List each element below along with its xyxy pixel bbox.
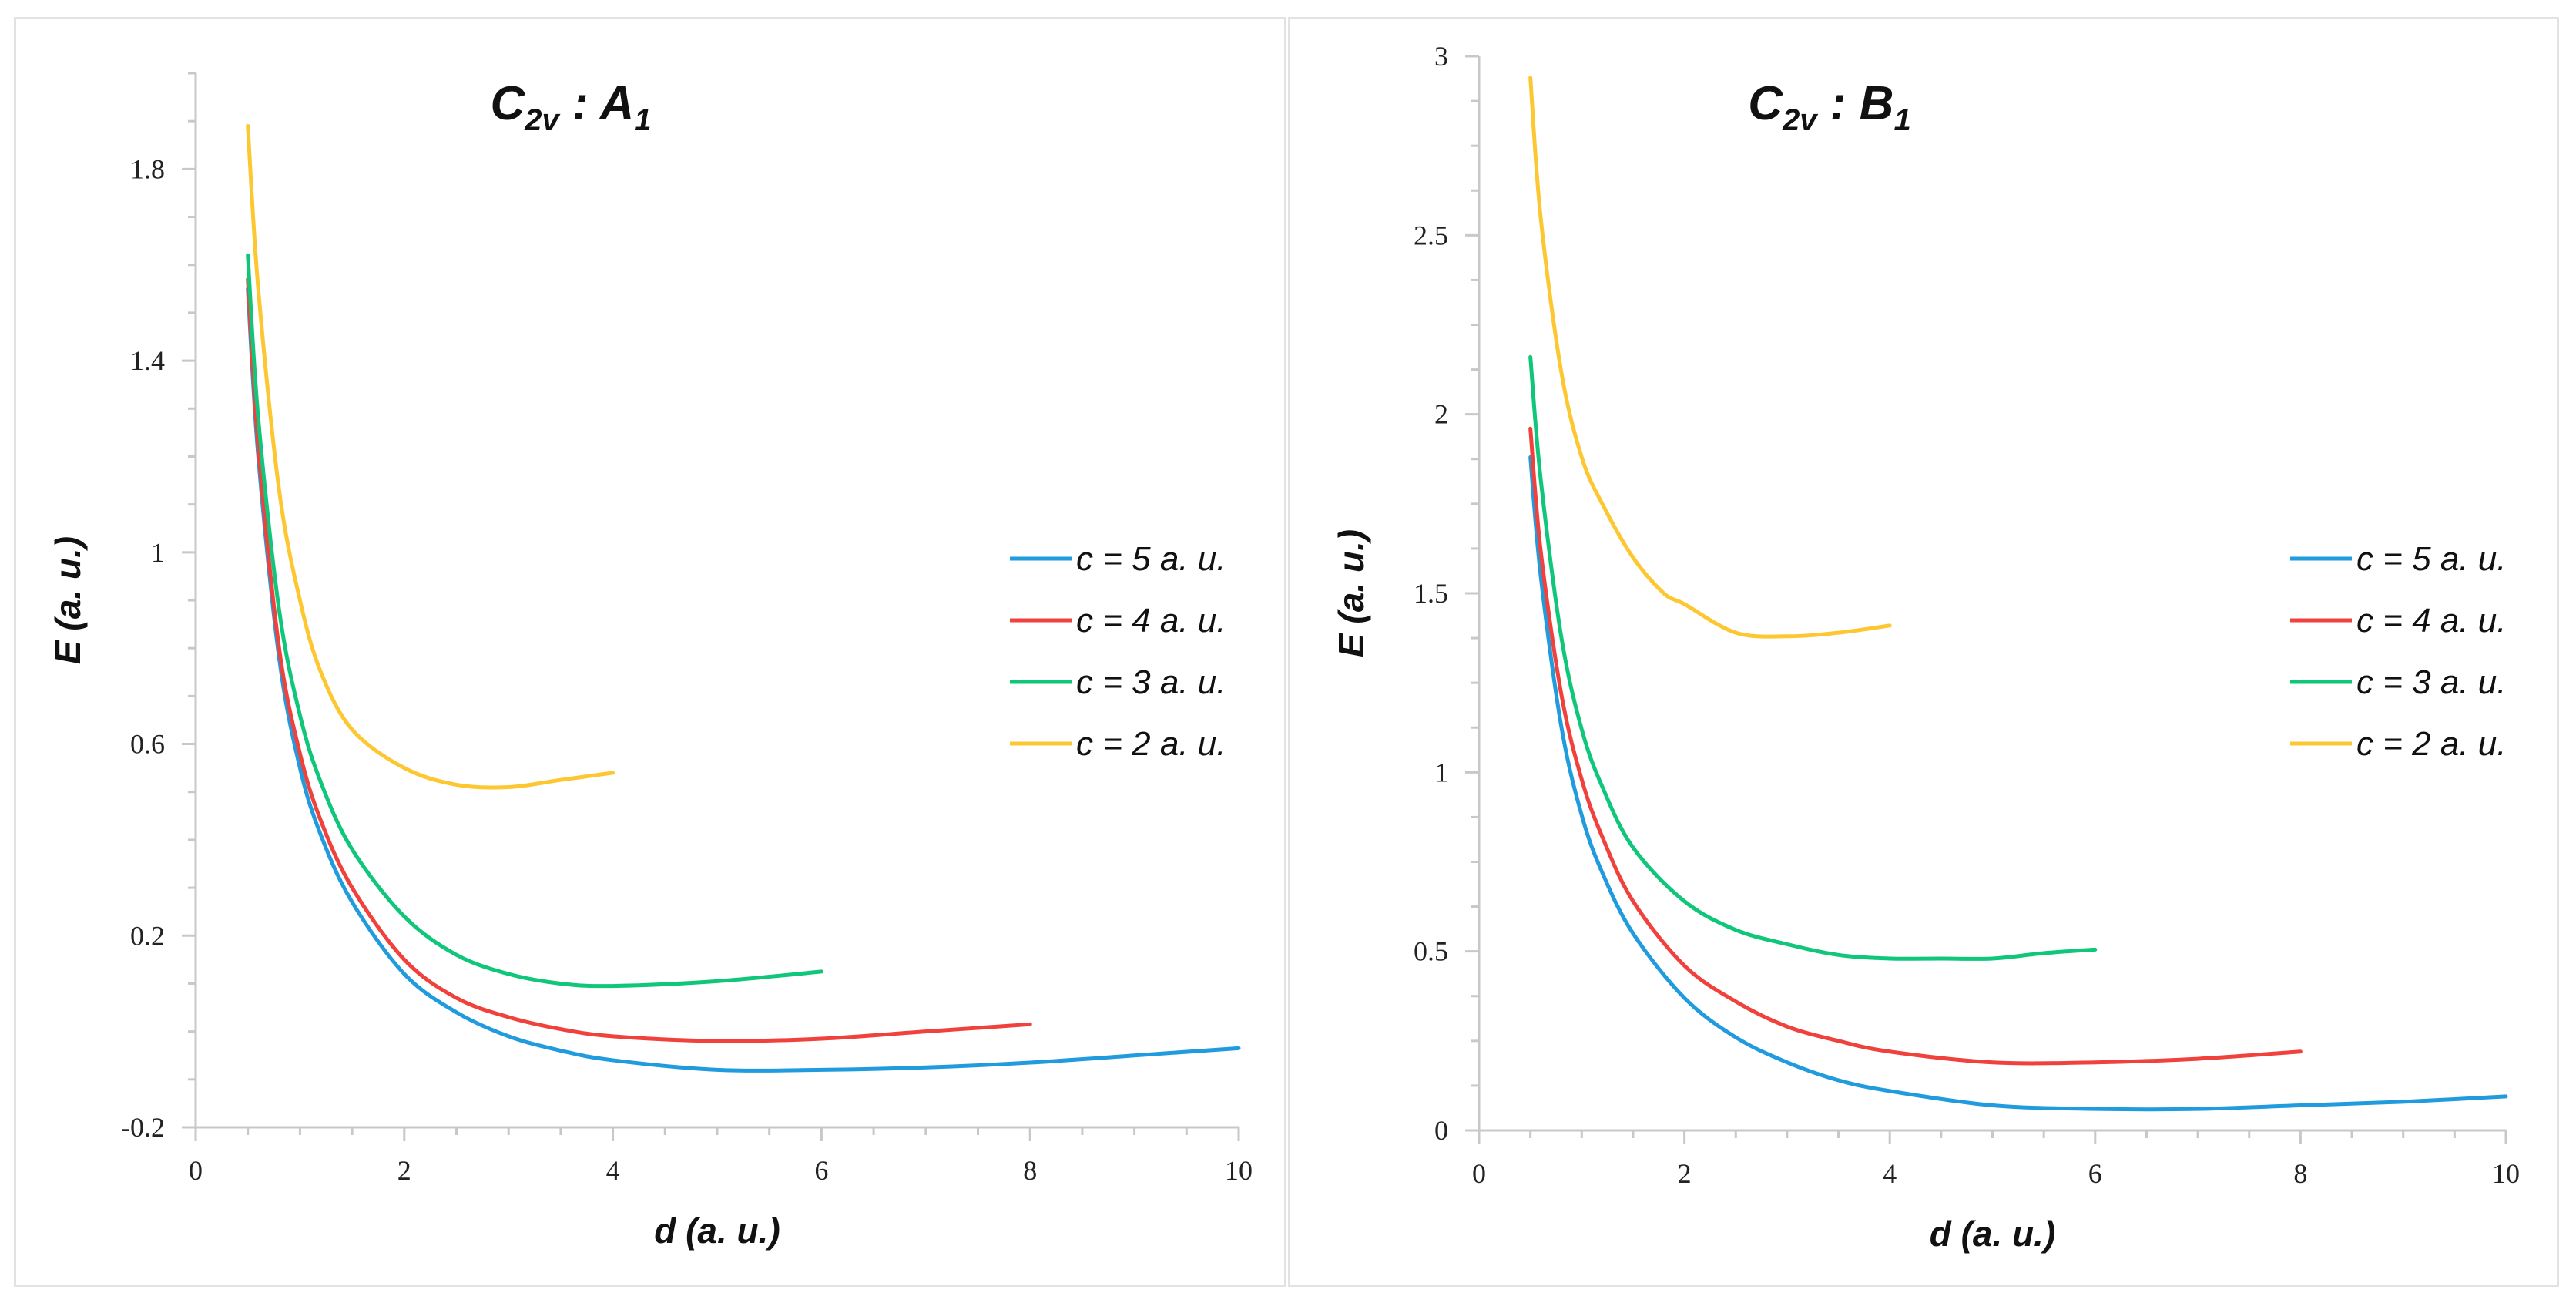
- y-tick-label: 0: [1434, 1115, 1448, 1146]
- chart-title: C2v : B1: [1748, 77, 1910, 137]
- legend-label: c = 3 a. u.: [1076, 663, 1226, 701]
- legend-label: c = 4 a. u.: [2356, 602, 2506, 640]
- x-tick-label: 6: [814, 1155, 828, 1186]
- y-tick-label: 0.2: [130, 920, 165, 951]
- y-tick-label: 1.5: [1414, 578, 1448, 609]
- legend-label: c = 3 a. u.: [2356, 663, 2506, 701]
- x-tick-label: 4: [1883, 1158, 1897, 1189]
- x-tick-label: 8: [2293, 1158, 2307, 1189]
- y-tick-label: 1: [151, 537, 165, 568]
- y-tick-label: -0.2: [121, 1112, 165, 1143]
- y-tick-label: 2.5: [1414, 220, 1448, 250]
- series-line-2: [1528, 426, 2303, 1066]
- x-tick-label: 0: [1472, 1158, 1486, 1189]
- chart-panel-a1: 0 2 4 6 8 10 -0.2 0.2 0.6 1 1.4 1.8 d (a. u.) E (a. u…: [14, 17, 1286, 1287]
- chart-a1: 0 2 4 6 8 10 -0.2 0.2 0.6 1 1.4 1.8 d (a. u.) E (a. u…: [48, 72, 1253, 1251]
- x-tick-label: 0: [189, 1155, 203, 1186]
- x-tick-label: 2: [1678, 1158, 1692, 1189]
- y-tick-label: 0.6: [130, 729, 165, 760]
- series-line-4: [1528, 76, 1892, 639]
- x-axis-label: d (a. u.): [654, 1211, 780, 1251]
- x-tick-label: 4: [606, 1155, 620, 1186]
- legend-label: c = 5 a. u.: [1076, 540, 1226, 578]
- x-tick-label: 2: [397, 1155, 411, 1186]
- y-axis-label: E (a. u.): [1331, 529, 1371, 657]
- legend-label: c = 2 a. u.: [2356, 725, 2506, 763]
- legend-label: c = 2 a. u.: [1076, 725, 1226, 763]
- x-tick-label: 8: [1023, 1155, 1037, 1186]
- series-line-3: [1528, 354, 2098, 961]
- y-tick-label: 0.5: [1414, 936, 1448, 967]
- chart-panel-b1: 0 2 4 6 8 10 0 0.5 1 1.5 2 2.5 3 d (a. u.) E (a. u.) C2…: [1288, 17, 2559, 1287]
- legend-label: c = 5 a. u.: [2356, 540, 2506, 578]
- x-axis-label: d (a. u.): [1930, 1214, 2056, 1254]
- legend-label: c = 4 a. u.: [1076, 602, 1226, 640]
- y-axis-label: E (a. u.): [48, 536, 88, 664]
- y-tick-label: 2: [1434, 399, 1448, 430]
- y-tick-label: 1: [1434, 757, 1448, 788]
- y-tick-label: 3: [1434, 41, 1448, 72]
- chart-title: C2v : A1: [490, 77, 651, 137]
- series-line-3: [246, 253, 823, 989]
- series-line-2: [246, 277, 1032, 1043]
- y-tick-label: 1.4: [130, 345, 165, 376]
- y-tick-label: 1.8: [130, 153, 165, 184]
- series-line-4: [246, 123, 615, 790]
- x-tick-label: 10: [2492, 1158, 2520, 1189]
- x-tick-label: 6: [2088, 1158, 2102, 1189]
- chart-b1: 0 2 4 6 8 10 0 0.5 1 1.5 2 2.5 3 d (a. u.) E (a. u.) C2…: [1331, 41, 2520, 1254]
- x-tick-label: 10: [1225, 1155, 1253, 1186]
- series-line-1: [1528, 455, 2508, 1112]
